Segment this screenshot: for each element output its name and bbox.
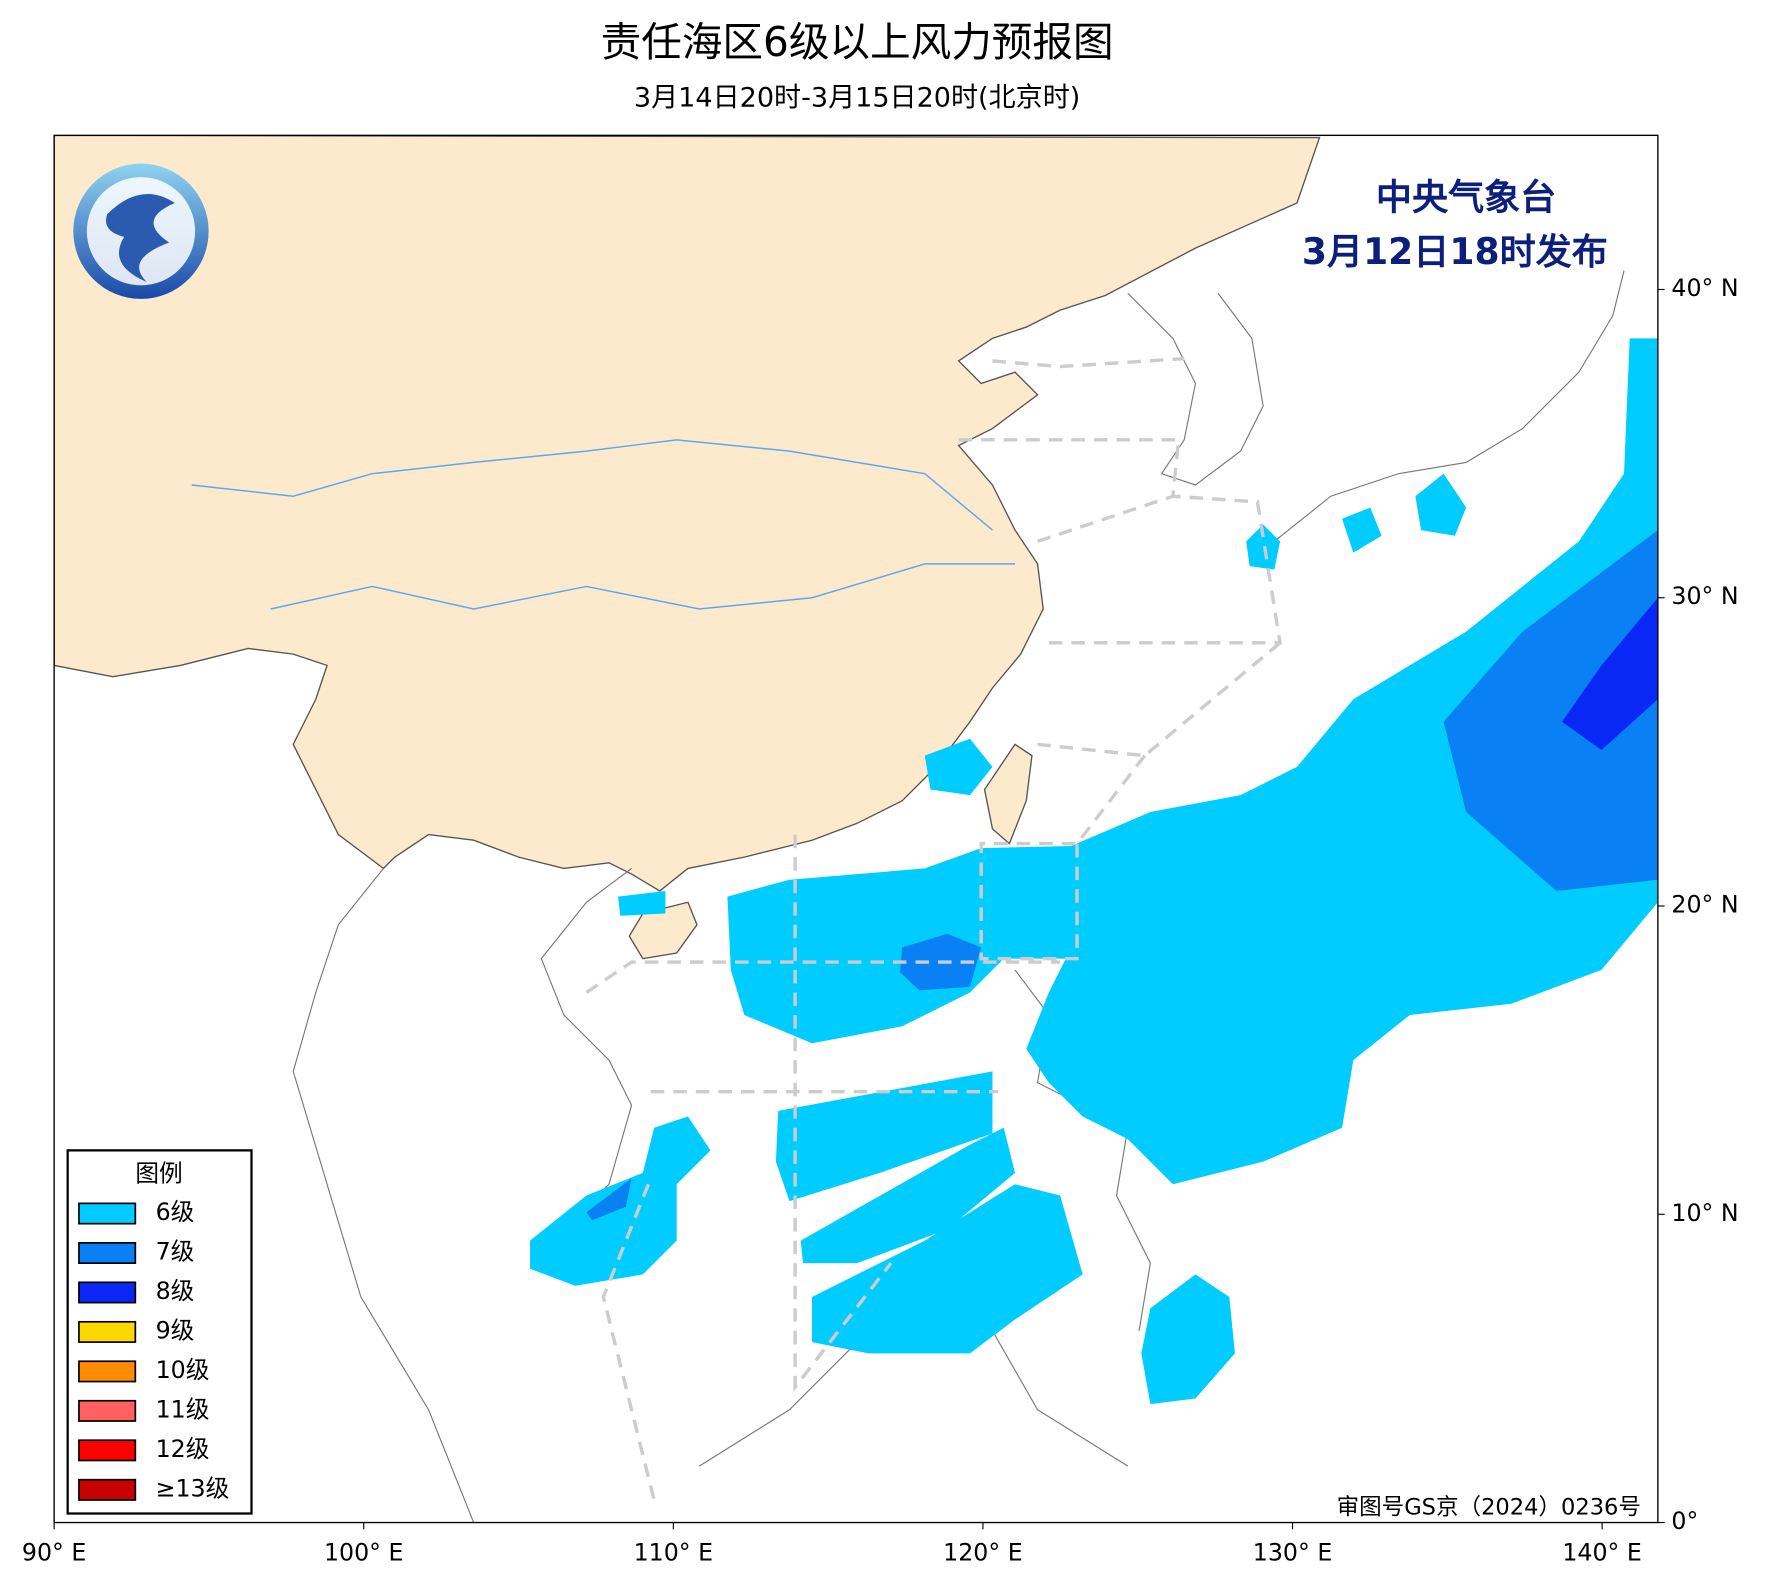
- sea-area-boundaries: [585, 356, 1283, 1501]
- lon-tick-label: 110° E: [634, 1539, 714, 1567]
- taiwan: [983, 743, 1033, 845]
- wind-area: [1026, 338, 1658, 1185]
- legend-label: 10级: [156, 1356, 210, 1384]
- wind-area: [1415, 473, 1467, 536]
- title: 责任海区6级以上风力预报图: [601, 18, 1114, 66]
- legend-label: 7级: [156, 1237, 195, 1265]
- wind-area: [812, 1184, 1083, 1354]
- issuer-agency: 中央气象台: [1376, 177, 1556, 219]
- wind-area: [1443, 530, 1658, 891]
- legend-label: ≥13级: [156, 1474, 230, 1502]
- legend-swatch: [78, 1320, 137, 1343]
- wind-area: [618, 890, 666, 916]
- legend-label: 9级: [156, 1316, 195, 1344]
- legend-label: 6级: [156, 1198, 195, 1226]
- lat-tick-label: 10° N: [1671, 1199, 1738, 1227]
- axes: 90° E 100° E 110° E 120° E 130° E 140° E 0° 10°…: [22, 274, 1739, 1567]
- wind-area: [586, 1178, 632, 1221]
- wind-area: [1342, 507, 1382, 553]
- lon-tick-label: 100° E: [324, 1539, 403, 1567]
- wind-areas: [530, 338, 1658, 1405]
- legend: 图例 6级 7级 8级 9级 10级 11级 12级 ≥13级: [66, 1149, 253, 1515]
- legend-swatch: [78, 1478, 137, 1501]
- legend-swatch: [78, 1241, 137, 1264]
- legend-swatch: [78, 1281, 137, 1304]
- legend-label: 12级: [156, 1435, 210, 1463]
- lon-tick-label: 90° E: [22, 1539, 86, 1567]
- china-land: [54, 135, 1321, 892]
- approval-number: 审图号GS京（2024）0236号: [1337, 1494, 1641, 1520]
- rivers: [191, 439, 1016, 610]
- legend-swatch: [78, 1202, 137, 1225]
- lon-tick-label: 120° E: [943, 1539, 1023, 1567]
- map-body: [54, 135, 1658, 1523]
- legend-label: 11级: [156, 1395, 210, 1423]
- wind-area: [924, 738, 993, 796]
- hainan: [628, 901, 698, 960]
- legend-title: 图例: [135, 1160, 182, 1188]
- logo: [73, 163, 209, 299]
- wind-area: [727, 845, 1078, 1044]
- lon-tick-label: 140° E: [1562, 1539, 1641, 1567]
- wind-area: [775, 1071, 993, 1202]
- lat-tick-label: 30° N: [1671, 582, 1738, 610]
- map-frame: [53, 134, 1659, 1524]
- lon-tick-label: 130° E: [1253, 1539, 1333, 1567]
- subtitle: 3月14日20时-3月15日20时(北京时): [634, 83, 1080, 114]
- legend-swatch: [78, 1439, 137, 1462]
- lat-tick-label: 40° N: [1671, 274, 1738, 302]
- legend-swatch: [78, 1360, 137, 1383]
- wind-area: [800, 1127, 1016, 1264]
- lat-tick-label: 20° N: [1671, 891, 1738, 919]
- legend-label: 8级: [156, 1277, 195, 1305]
- wind-area: [1561, 597, 1658, 750]
- legend-swatch: [78, 1399, 137, 1422]
- wind-area: [1141, 1274, 1235, 1405]
- issue-time: 3月12日18时发布: [1302, 231, 1608, 273]
- lat-tick-label: 0°: [1671, 1507, 1698, 1535]
